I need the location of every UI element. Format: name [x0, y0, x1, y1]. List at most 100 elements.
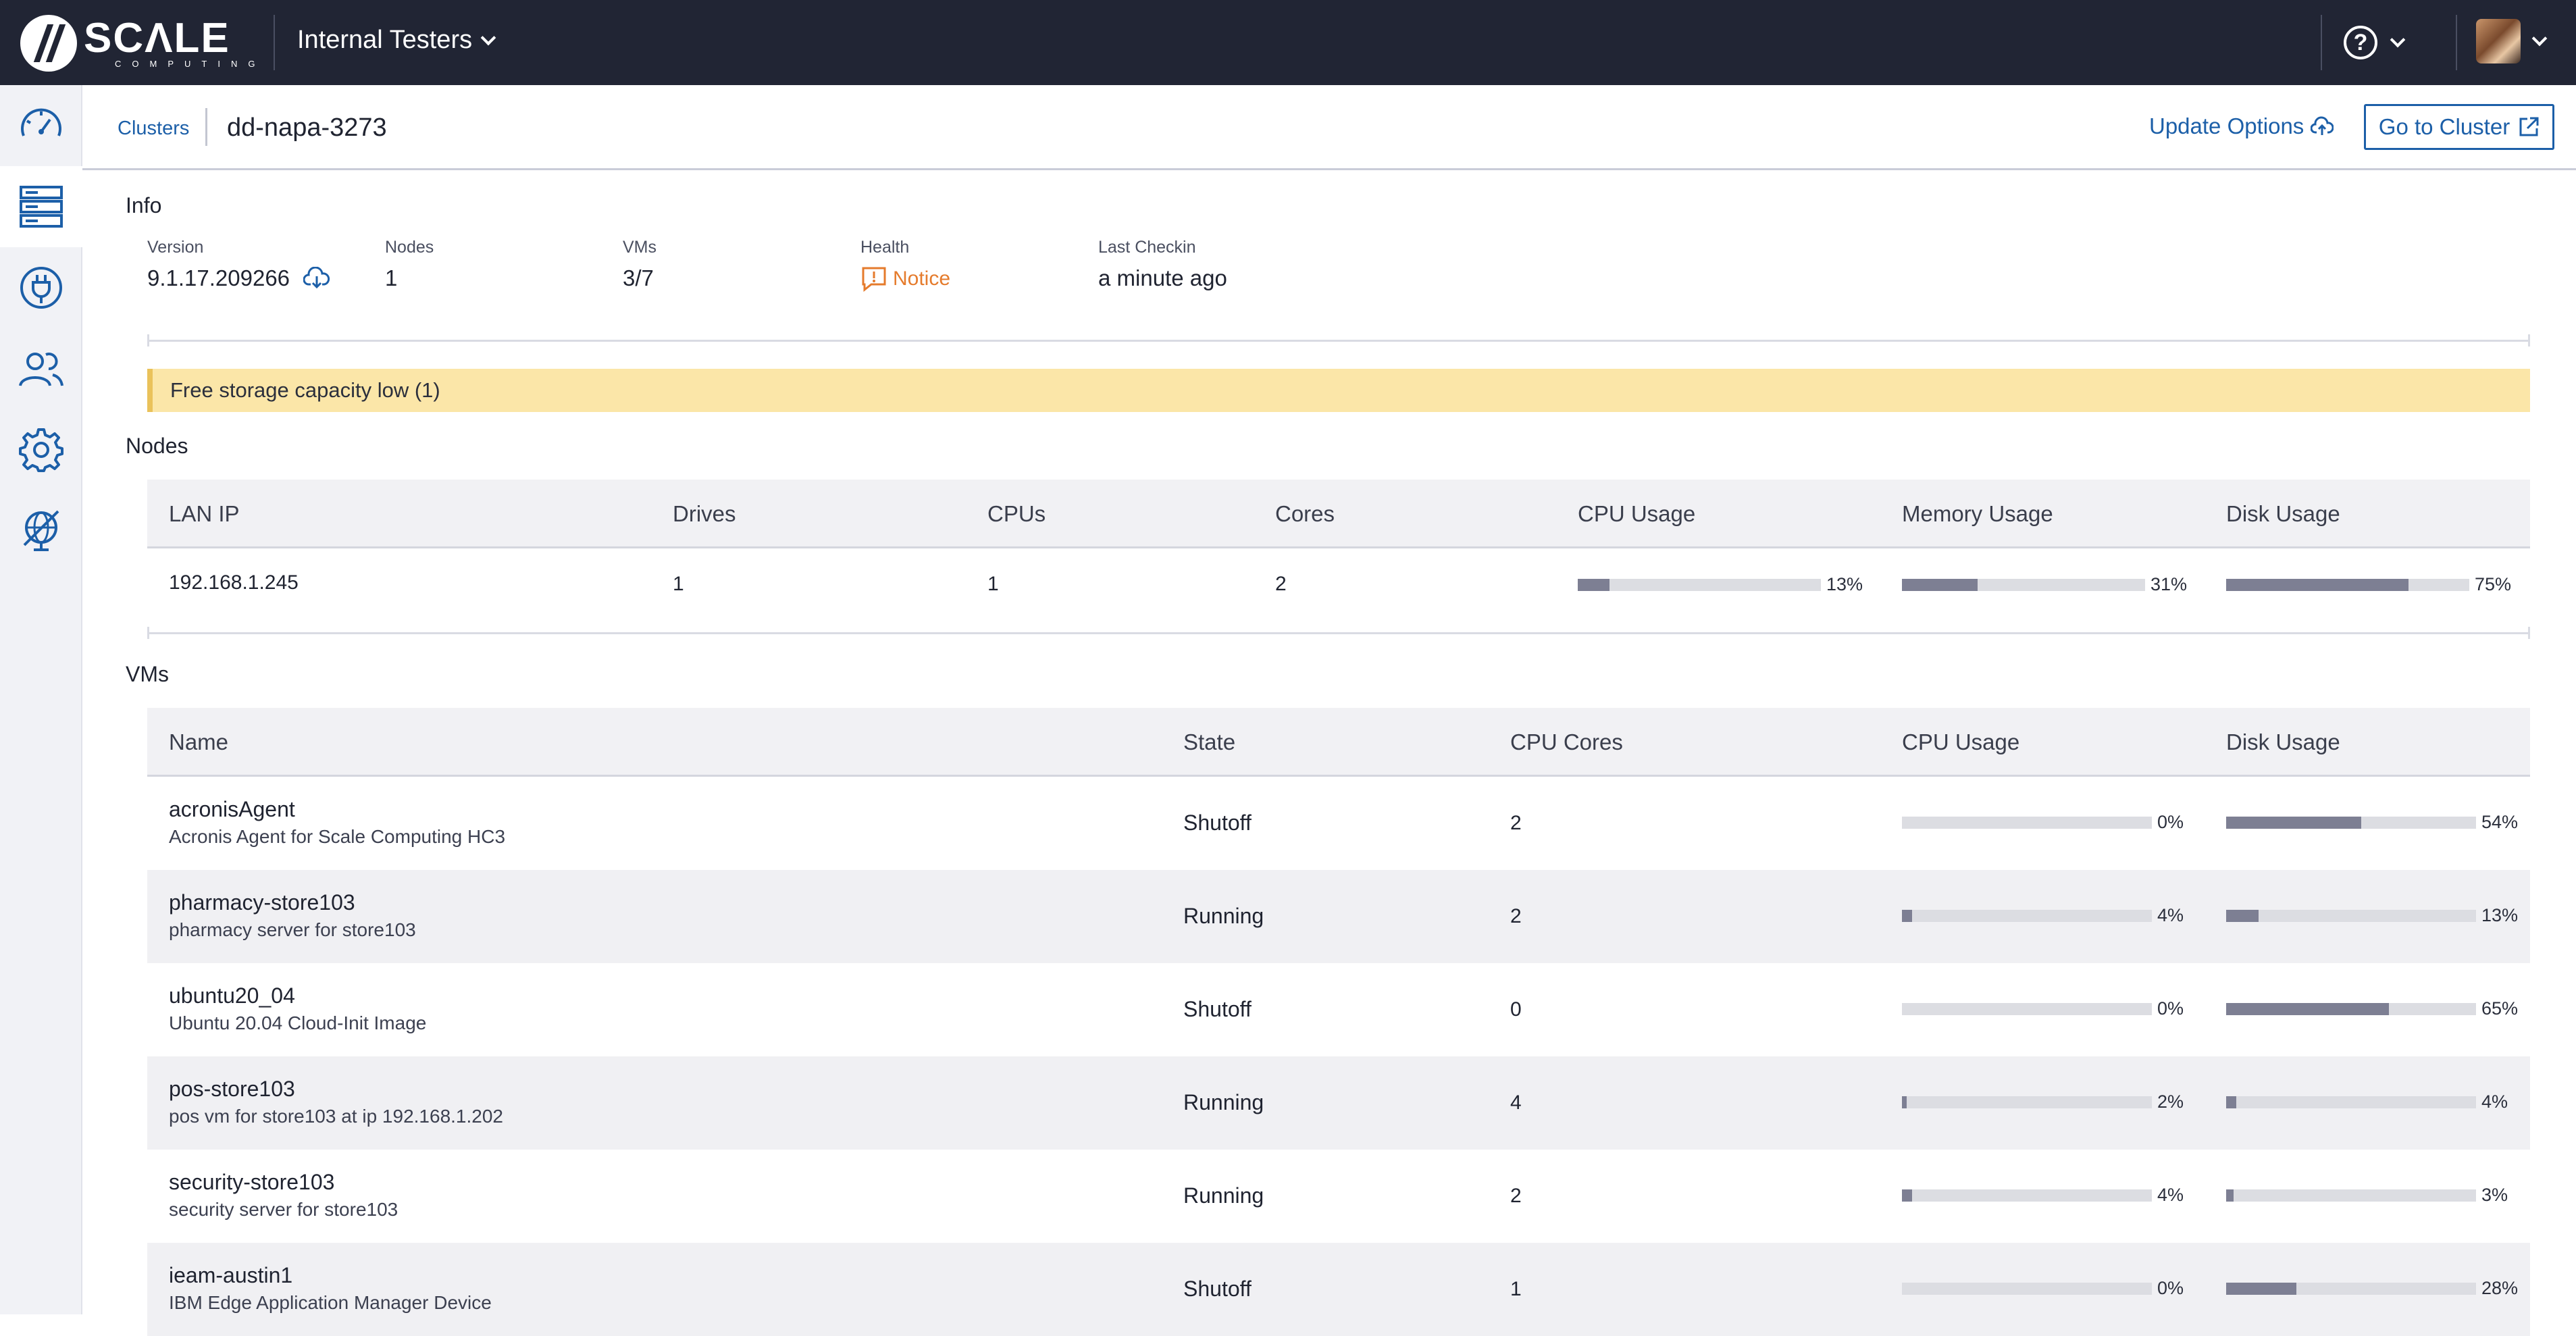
health-label: Health [860, 238, 910, 257]
column-header[interactable]: CPU Usage [1578, 501, 1696, 526]
health-status: Notice [893, 267, 951, 290]
usage-percent: 13% [1826, 574, 1863, 594]
nodes-value: 1 [385, 265, 398, 290]
sidebar [0, 85, 82, 1314]
vms-value: 3/7 [623, 265, 654, 290]
table-row[interactable]: ieam-austin1 IBM Edge Application Manage… [147, 1243, 2530, 1336]
usage-bar [2226, 816, 2476, 829]
usage-percent: 54% [2481, 812, 2519, 832]
column-header[interactable]: Name [169, 729, 229, 754]
organization-name: Internal Testers [297, 26, 473, 54]
usage-bar [1902, 1189, 2152, 1202]
usage-percent: 28% [2481, 1278, 2519, 1298]
vm-cpu-usage: 4% [1902, 1185, 2184, 1206]
table-row[interactable]: pharmacy-store103 pharmacy server for st… [147, 870, 2530, 963]
node-cores: 2 [1275, 573, 1287, 595]
vm-disk-usage: 13% [2226, 905, 2518, 926]
column-header[interactable]: Disk Usage [2226, 729, 2340, 754]
table-row[interactable]: security-store103 security server for st… [147, 1150, 2530, 1243]
version-value: 9.1.17.209266 [147, 265, 290, 290]
vm-state: Shutoff [1183, 997, 1252, 1021]
vm-disk-usage: 65% [2226, 998, 2518, 1019]
usage-percent: 3% [2481, 1185, 2508, 1205]
vm-description: Ubuntu 20.04 Cloud-Init Image [169, 1012, 427, 1033]
column-header[interactable]: CPU Cores [1510, 729, 1623, 754]
chevron-down-icon [2390, 32, 2406, 48]
organization-switcher[interactable]: Internal Testers [297, 26, 496, 55]
notice-flag-icon [862, 267, 886, 292]
usage-percent: 4% [2157, 1185, 2184, 1205]
node-lan-ip: 192.168.1.245 [169, 571, 299, 594]
topbar-divider [2456, 15, 2457, 70]
plug-icon [20, 267, 62, 309]
usage-bar-fill [1902, 1189, 1912, 1202]
sidebar-item-integrations[interactable] [0, 247, 82, 328]
column-header[interactable]: Disk Usage [2226, 501, 2340, 526]
vm-name-block: ieam-austin1 IBM Edge Application Manage… [169, 1263, 492, 1314]
usage-percent: 75% [2475, 574, 2512, 594]
scale-computing-logo[interactable]: SCΛLE COMPUTING [20, 15, 265, 72]
column-header[interactable]: Cores [1275, 501, 1335, 526]
usage-bar-fill [2226, 578, 2408, 591]
cloud-download-icon[interactable] [303, 267, 330, 290]
column-header[interactable]: Drives [673, 501, 736, 526]
vm-cpu-cores: 2 [1510, 905, 1522, 927]
usage-percent: 0% [2157, 998, 2184, 1019]
usage-bar [2226, 1002, 2476, 1015]
chevron-down-icon [2531, 30, 2548, 47]
vm-disk-usage: 28% [2226, 1278, 2518, 1299]
breadcrumb-clusters-link[interactable]: Clusters [118, 118, 190, 139]
vm-cpu-usage: 0% [1902, 1278, 2184, 1299]
table-row[interactable]: ubuntu20_04 Ubuntu 20.04 Cloud-Init Imag… [147, 963, 2530, 1056]
sidebar-item-network[interactable] [0, 490, 82, 571]
vm-cpu-usage: 2% [1902, 1091, 2184, 1112]
logo-mark-icon [20, 15, 77, 72]
vm-name: acronisAgent [169, 797, 295, 821]
vm-state: Shutoff [1183, 1277, 1252, 1301]
logo-wordmark: SCΛLE COMPUTING [84, 18, 265, 69]
usage-percent: 0% [2157, 812, 2184, 832]
gear-icon [19, 428, 63, 472]
vm-name: ubuntu20_04 [169, 983, 295, 1008]
sidebar-item-dashboard[interactable] [0, 85, 82, 166]
update-options-button[interactable]: Update Options [2149, 113, 2334, 139]
avatar [2476, 19, 2521, 63]
topbar-divider [2321, 15, 2322, 70]
table-row[interactable]: acronisAgent Acronis Agent for Scale Com… [147, 777, 2530, 870]
node-cpu-usage: 13% [1578, 574, 1863, 595]
table-row[interactable]: pos-store103 pos vm for store103 at ip 1… [147, 1056, 2530, 1150]
vm-name-block: security-store103 security server for st… [169, 1170, 398, 1221]
vm-cpu-usage: 0% [1902, 812, 2184, 833]
usage-bar [2226, 1096, 2476, 1108]
dashboard-gauge-icon [21, 108, 61, 136]
top-navigation-bar: SCΛLE COMPUTING Internal Testers ? [0, 0, 2576, 85]
node-disk-usage: 75% [2226, 574, 2511, 595]
column-header[interactable]: State [1183, 729, 1236, 754]
column-header[interactable]: CPU Usage [1902, 729, 2020, 754]
sidebar-item-settings[interactable] [0, 409, 82, 490]
user-menu-button[interactable] [2476, 19, 2548, 63]
nodes-table: LAN IP Drives CPUs Cores CPU Usage Memor… [147, 480, 2530, 619]
column-header[interactable]: LAN IP [169, 501, 240, 526]
table-row[interactable]: 192.168.1.245 1 1 2 13% 31% 75% [147, 548, 2530, 619]
usage-bar-fill [2226, 1282, 2296, 1295]
sidebar-item-users[interactable] [0, 328, 82, 409]
vm-cpu-usage: 4% [1902, 905, 2184, 926]
column-header[interactable]: Memory Usage [1902, 501, 2053, 526]
usage-percent: 4% [2157, 905, 2184, 925]
external-link-icon [2519, 117, 2539, 136]
vm-cpu-cores: 2 [1510, 1185, 1522, 1207]
usage-bar [1902, 1002, 2152, 1015]
nodes-table-header: LAN IP Drives CPUs Cores CPU Usage Memor… [147, 480, 2530, 548]
alert-text: Free storage capacity low (1) [170, 378, 440, 402]
help-menu-button[interactable]: ? [2344, 26, 2406, 59]
vm-name-block: pharmacy-store103 pharmacy server for st… [169, 890, 416, 941]
usage-bar [1578, 578, 1821, 591]
sidebar-item-clusters[interactable] [0, 166, 82, 247]
go-to-cluster-button[interactable]: Go to Cluster [2364, 104, 2554, 150]
vm-state: Running [1183, 1090, 1264, 1114]
usage-percent: 2% [2157, 1091, 2184, 1112]
update-options-label: Update Options [2149, 113, 2304, 138]
usage-bar [2226, 1282, 2476, 1295]
column-header[interactable]: CPUs [987, 501, 1046, 526]
